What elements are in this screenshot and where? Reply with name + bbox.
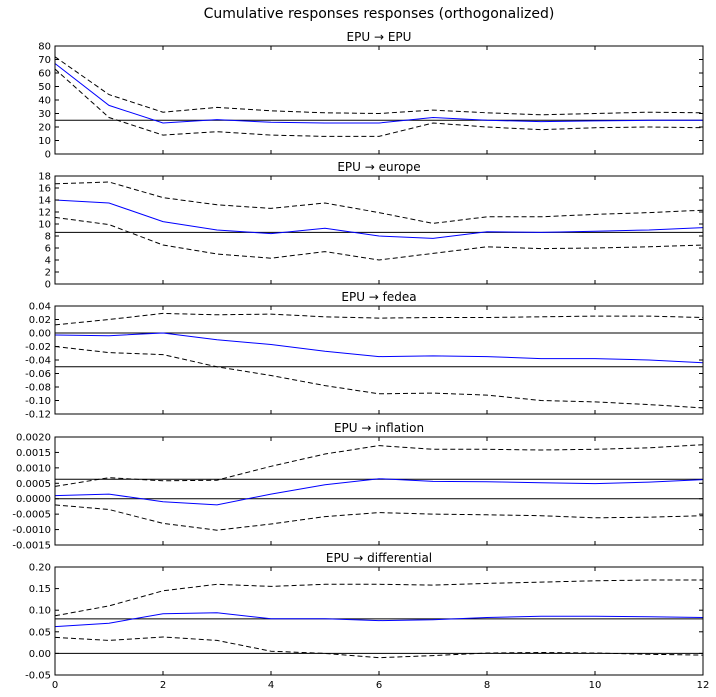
series-upper: [54, 312, 704, 326]
panel-5: EPU → differential -0.05 0.00 0.05 0.10 0.15 0…: [25, 551, 709, 691]
x-tick-label: 10: [589, 680, 602, 691]
y-tick-label: 8: [45, 232, 51, 243]
series-lower: [54, 216, 704, 261]
y-tick-label: 0: [45, 280, 51, 291]
series-lower: [54, 346, 704, 409]
series-upper: [54, 181, 704, 224]
series-irf: [54, 63, 703, 124]
y-tick-label: 0.0010: [16, 463, 51, 474]
y-tick-label: 0.00: [29, 329, 51, 340]
y-tick-label: 0.15: [29, 584, 51, 595]
y-tick-label: -0.0005: [12, 510, 51, 521]
y-tick-label: 0.0020: [16, 433, 51, 444]
y-tick-label: 10: [38, 136, 51, 147]
y-tick-label: 0.10: [29, 606, 51, 617]
y-tick-label: -0.06: [25, 369, 51, 380]
panel-title: EPU → EPU: [347, 30, 412, 44]
series-lower: [54, 504, 704, 531]
y-tick-label: 60: [38, 69, 51, 80]
panel-3: EPU → fedea -0.12 -0.10 -0.08 -0.06 -0.04 -0.0…: [25, 290, 704, 421]
y-tick-label: 0.05: [29, 627, 51, 638]
axes-frame: [54, 45, 704, 155]
y-tick-label: 0.0005: [16, 479, 51, 490]
y-tick-label: 0: [45, 150, 51, 161]
y-tick-label: 70: [38, 55, 51, 66]
y-tick-label: 12: [38, 208, 51, 219]
panel-title: EPU → differential: [326, 551, 432, 565]
x-tick-label: 0: [52, 680, 58, 691]
series-lower: [54, 636, 704, 659]
y-tick-label: -0.10: [25, 396, 51, 407]
x-tick-label: 12: [697, 680, 710, 691]
y-tick-label: 16: [38, 184, 51, 195]
panel-title: EPU → inflation: [334, 421, 424, 435]
x-tick-label: 8: [484, 680, 490, 691]
panel-title: EPU → europe: [337, 160, 420, 174]
y-tick-label: -0.02: [25, 342, 51, 353]
series-upper: [54, 444, 704, 487]
x-tick-label: 2: [160, 680, 166, 691]
y-tick-label: -0.08: [25, 383, 51, 394]
y-tick-label: 18: [38, 172, 51, 183]
panel-1: EPU → EPU 0 10 20 30 40 50 60 70 80: [38, 30, 704, 161]
y-tick-label: 10: [38, 220, 51, 231]
panel-4: EPU → inflation -0.0015 -0.0010 -0.0005 0.00…: [12, 421, 704, 552]
y-tick-label: 0.04: [29, 302, 51, 313]
y-tick-label: 2: [45, 268, 51, 279]
x-tick-label: 4: [268, 680, 274, 691]
y-tick-label: 80: [38, 42, 51, 53]
y-tick-label: -0.05: [25, 671, 51, 682]
y-tick-label: 30: [38, 109, 51, 120]
y-tick-label: -0.0015: [12, 541, 51, 552]
y-tick-label: 0.0000: [16, 494, 51, 505]
y-tick-label: 40: [38, 96, 51, 107]
y-tick-label: 50: [38, 82, 51, 93]
y-tick-label: -0.0010: [12, 525, 51, 536]
x-tick-label: 6: [376, 680, 382, 691]
panel-title: EPU → fedea: [341, 290, 416, 304]
series-lower: [54, 68, 704, 137]
series-irf: [54, 478, 704, 506]
y-tick-label: 14: [38, 196, 51, 207]
y-tick-label: 0.00: [29, 649, 51, 660]
y-tick-label: 6: [45, 244, 51, 255]
series-irf: [54, 199, 704, 239]
series-irf: [54, 612, 704, 628]
y-tick-label: 0.20: [29, 563, 51, 574]
y-tick-label: 0.0015: [16, 448, 51, 459]
y-tick-label: 4: [45, 256, 51, 267]
axes-frame: [54, 305, 704, 415]
y-tick-label: -0.04: [25, 356, 51, 367]
series-irf: [54, 332, 704, 364]
series-upper: [54, 56, 704, 116]
figure-title: Cumulative responses responses (orthogon…: [204, 6, 555, 22]
axes-frame: [54, 175, 704, 285]
y-tick-label: 20: [38, 123, 51, 134]
axes-frame: [54, 436, 704, 546]
y-tick-label: -0.12: [25, 410, 51, 421]
series-upper: [54, 579, 703, 617]
y-tick-label: 0.02: [29, 315, 51, 326]
